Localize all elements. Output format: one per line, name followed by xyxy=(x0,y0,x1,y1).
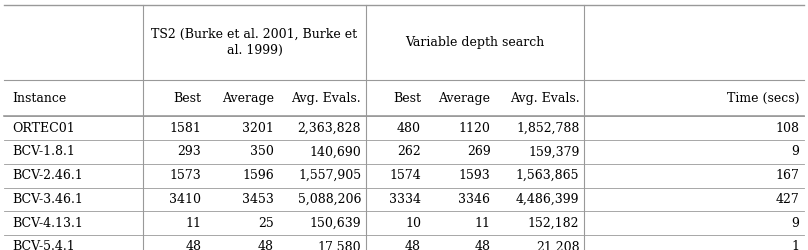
Text: 1: 1 xyxy=(791,240,799,250)
Text: 1,557,905: 1,557,905 xyxy=(298,169,361,182)
Text: 9: 9 xyxy=(791,216,799,230)
Text: 48: 48 xyxy=(185,240,201,250)
Text: 48: 48 xyxy=(258,240,274,250)
Text: 150,639: 150,639 xyxy=(309,216,361,230)
Text: 10: 10 xyxy=(405,216,421,230)
Text: 3410: 3410 xyxy=(169,193,201,206)
Text: 11: 11 xyxy=(474,216,490,230)
Text: 293: 293 xyxy=(178,146,201,158)
Text: 48: 48 xyxy=(474,240,490,250)
Text: 167: 167 xyxy=(775,169,799,182)
Text: 350: 350 xyxy=(250,146,274,158)
Text: 3334: 3334 xyxy=(389,193,421,206)
Text: 3346: 3346 xyxy=(458,193,490,206)
Text: 108: 108 xyxy=(775,122,799,134)
Text: Best: Best xyxy=(173,92,201,105)
Text: 9: 9 xyxy=(791,146,799,158)
Text: 269: 269 xyxy=(467,146,490,158)
Text: Average: Average xyxy=(222,92,274,105)
Text: 1,852,788: 1,852,788 xyxy=(516,122,579,134)
Text: 1593: 1593 xyxy=(459,169,490,182)
Text: Avg. Evals.: Avg. Evals. xyxy=(292,92,361,105)
Text: 4,486,399: 4,486,399 xyxy=(516,193,579,206)
Text: 1581: 1581 xyxy=(170,122,201,134)
Text: BCV-2.46.1: BCV-2.46.1 xyxy=(12,169,83,182)
Text: 17,580: 17,580 xyxy=(318,240,361,250)
Text: 3201: 3201 xyxy=(242,122,274,134)
Text: 48: 48 xyxy=(405,240,421,250)
Text: 1,563,865: 1,563,865 xyxy=(516,169,579,182)
Text: Best: Best xyxy=(393,92,421,105)
Text: ORTEC01: ORTEC01 xyxy=(12,122,75,134)
Text: BCV-5.4.1: BCV-5.4.1 xyxy=(12,240,75,250)
Text: 1573: 1573 xyxy=(170,169,201,182)
Text: Variable depth search: Variable depth search xyxy=(406,36,545,49)
Text: Instance: Instance xyxy=(12,92,66,105)
Text: 1574: 1574 xyxy=(389,169,421,182)
Text: 1120: 1120 xyxy=(459,122,490,134)
Text: BCV-4.13.1: BCV-4.13.1 xyxy=(12,216,83,230)
Text: 25: 25 xyxy=(259,216,274,230)
Text: 1596: 1596 xyxy=(242,169,274,182)
Text: 140,690: 140,690 xyxy=(309,146,361,158)
Text: Time (secs): Time (secs) xyxy=(726,92,799,105)
Text: Average: Average xyxy=(439,92,490,105)
Text: TS2 (Burke et al. 2001, Burke et
al. 1999): TS2 (Burke et al. 2001, Burke et al. 199… xyxy=(151,28,358,57)
Text: 3453: 3453 xyxy=(242,193,274,206)
Text: 152,182: 152,182 xyxy=(528,216,579,230)
Text: 427: 427 xyxy=(776,193,799,206)
Text: BCV-1.8.1: BCV-1.8.1 xyxy=(12,146,75,158)
Text: 480: 480 xyxy=(397,122,421,134)
Text: 21,208: 21,208 xyxy=(536,240,579,250)
Text: Avg. Evals.: Avg. Evals. xyxy=(510,92,579,105)
Text: 2,363,828: 2,363,828 xyxy=(297,122,361,134)
Text: BCV-3.46.1: BCV-3.46.1 xyxy=(12,193,83,206)
Text: 5,088,206: 5,088,206 xyxy=(297,193,361,206)
Text: 159,379: 159,379 xyxy=(528,146,579,158)
Text: 11: 11 xyxy=(185,216,201,230)
Text: 262: 262 xyxy=(398,146,421,158)
